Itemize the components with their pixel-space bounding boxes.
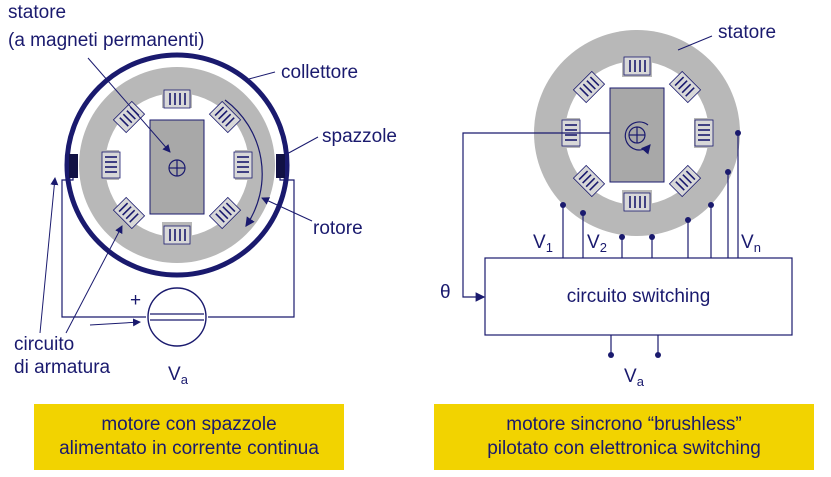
supply-terminal bbox=[655, 352, 661, 358]
phase-terminals bbox=[560, 130, 741, 240]
stator-subtitle: (a magneti permanenti) bbox=[8, 30, 205, 51]
armature-label-line2: di armatura bbox=[14, 357, 111, 378]
caption-brushed: motore con spazzole alimentato in corren… bbox=[34, 404, 344, 470]
switching-circuit-label: circuito switching bbox=[566, 286, 711, 307]
brushless-motor bbox=[462, 30, 793, 358]
supply-voltage-label-right: Va bbox=[624, 366, 644, 389]
brush-left bbox=[69, 154, 78, 178]
rotor-label: rotore bbox=[313, 218, 363, 239]
phase-vn-label: Vn bbox=[741, 232, 761, 255]
caption-brushless: motore sincrono “brushless” pilotato con… bbox=[434, 404, 814, 470]
phase-v1-label: V1 bbox=[533, 232, 553, 255]
armature-label-line1: circuito bbox=[14, 334, 75, 355]
plus-sign: + bbox=[130, 290, 142, 311]
phase-v2-label: V2 bbox=[587, 232, 607, 255]
rotation-arrow-icon bbox=[624, 121, 651, 155]
supply-terminal bbox=[608, 352, 614, 358]
stator-label-right: statore bbox=[718, 22, 777, 43]
phase-wires bbox=[562, 133, 739, 258]
voltage-source-icon bbox=[147, 287, 207, 347]
circle-plus-icon bbox=[168, 159, 186, 177]
rotation-arrow-icon bbox=[224, 99, 263, 227]
armature-wire bbox=[61, 178, 146, 318]
theta-feedback-wire bbox=[462, 132, 610, 302]
brushes-label: spazzole bbox=[322, 126, 397, 147]
stator-title: statore bbox=[8, 2, 67, 23]
theta-label: θ bbox=[440, 282, 451, 303]
brush-right bbox=[276, 154, 285, 178]
supply-voltage-label: Va bbox=[168, 364, 188, 387]
brushed-motor bbox=[39, 52, 319, 347]
circle-plus-icon bbox=[628, 126, 646, 144]
collector-label: collettore bbox=[281, 62, 359, 83]
switching-circuit-box bbox=[484, 257, 793, 336]
